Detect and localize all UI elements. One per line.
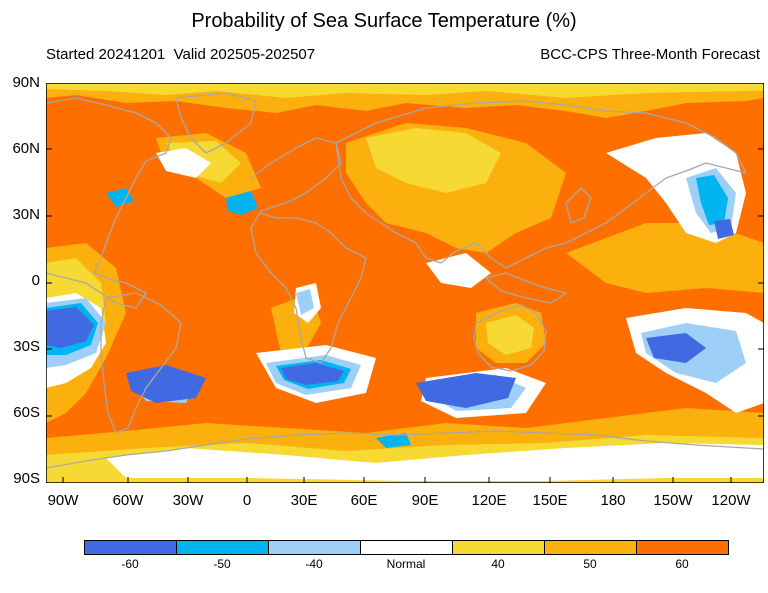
- legend-label: -40: [305, 557, 323, 571]
- legend-swatch: [360, 540, 453, 555]
- lat-ticks: [46, 148, 764, 417]
- legend-label: -50: [213, 557, 231, 571]
- lat-label-equator: 0: [31, 272, 40, 289]
- antarctica-coastline: [46, 430, 764, 469]
- lon-label-60e: 60E: [350, 492, 378, 509]
- lon-label-90w: 90W: [47, 492, 79, 509]
- lon-label-120w: 120W: [711, 492, 751, 509]
- lon-label-30w: 30W: [172, 492, 204, 509]
- legend-swatch: [176, 540, 269, 555]
- lon-label-150e: 150E: [532, 492, 568, 509]
- lat-label-90n: 90N: [12, 74, 40, 91]
- legend-swatch: [544, 540, 637, 555]
- asia-coastline: [335, 100, 747, 269]
- lon-label-0: 0: [242, 492, 252, 509]
- lon-label-30e: 30E: [290, 492, 318, 509]
- lon-ticks: [62, 477, 732, 483]
- lon-label-60w: 60W: [112, 492, 144, 509]
- lat-label-90s: 90S: [13, 470, 40, 487]
- australia-coastline: [473, 304, 547, 372]
- greenland-coastline: [175, 92, 257, 154]
- forecast-period: Started 20241201 Valid 202505-202507: [46, 46, 316, 63]
- lat-label-60n: 60N: [12, 140, 40, 157]
- forecast-source: BCC-CPS Three-Month Forecast: [540, 46, 760, 63]
- continent-coastlines: [46, 92, 764, 469]
- japan-coastline: [565, 187, 592, 224]
- legend-swatch: [84, 540, 177, 555]
- lon-label-90e: 90E: [411, 492, 439, 509]
- lat-label-30s: 30S: [13, 338, 40, 355]
- indonesia-coastline: [485, 272, 567, 304]
- north-america-coastline: [46, 97, 172, 309]
- legend-label: -60: [121, 557, 139, 571]
- legend-label: 40: [491, 557, 505, 571]
- lon-label-150w: 150W: [653, 492, 693, 509]
- legend-label: Normal: [386, 557, 426, 571]
- lon-label-120e: 120E: [471, 492, 507, 509]
- lat-label-30n: 30N: [12, 206, 40, 223]
- lon-label-180: 180: [600, 492, 626, 509]
- map-title: Probability of Sea Surface Temperature (…: [191, 10, 577, 32]
- lat-label-60s: 60S: [13, 404, 40, 421]
- legend-swatch: [452, 540, 545, 555]
- sst-probability-map: [46, 83, 764, 483]
- legend-swatch: [636, 540, 729, 555]
- legend-label: 50: [583, 557, 597, 571]
- probability-minus60-regions: [46, 219, 734, 408]
- legend-swatch: [268, 540, 361, 555]
- south-america-coastline: [100, 292, 182, 434]
- europe-africa-coastline: [250, 137, 367, 364]
- legend-label: 60: [675, 557, 689, 571]
